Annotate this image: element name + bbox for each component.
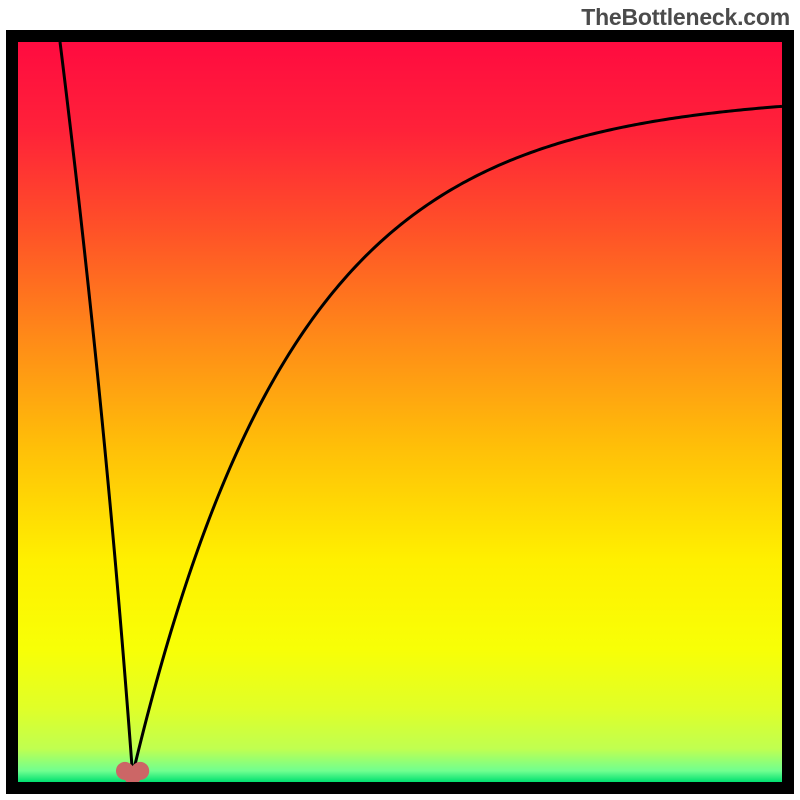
plot-background bbox=[18, 42, 782, 782]
bottleneck-chart bbox=[0, 0, 800, 800]
chart-page: TheBottleneck.com bbox=[0, 0, 800, 800]
data-marker bbox=[131, 762, 149, 780]
